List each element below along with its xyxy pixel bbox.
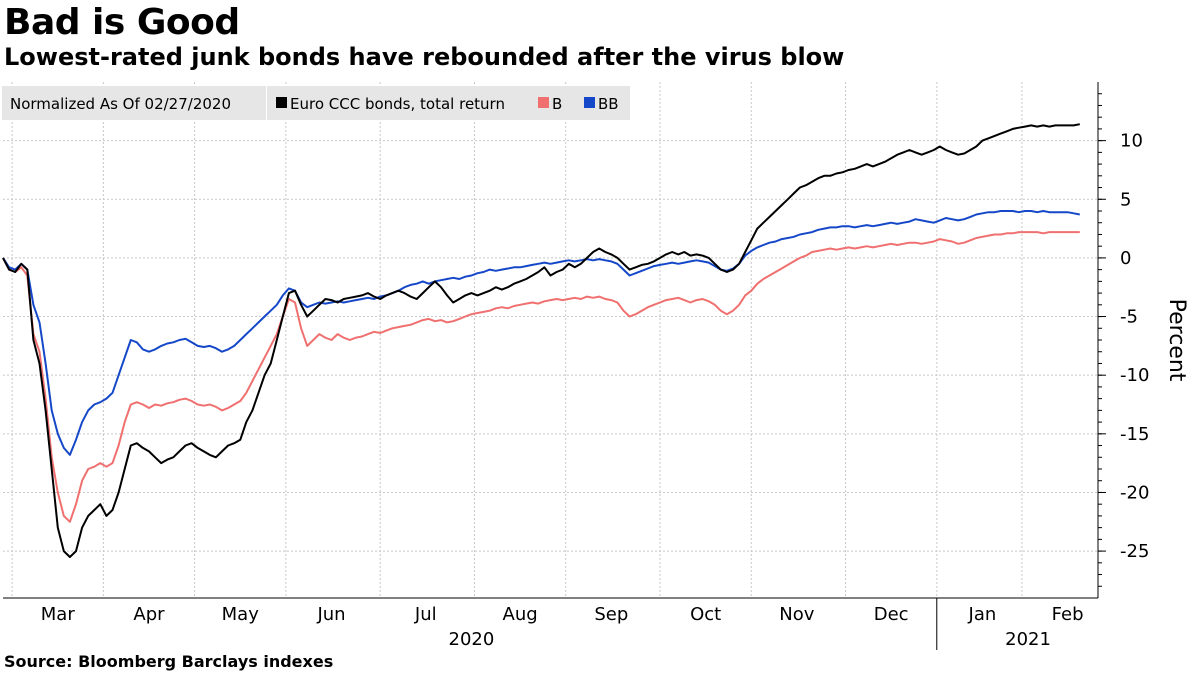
legend-label-b: B — [552, 95, 562, 113]
y-tick-label: 0 — [1120, 248, 1131, 269]
legend-normalized-label: Normalized As Of 02/27/2020 — [10, 95, 231, 113]
chart-title: Bad is Good — [4, 2, 240, 43]
y-tick-label: 10 — [1120, 131, 1143, 152]
legend: Normalized As Of 02/27/2020 Euro CCC bon… — [2, 86, 630, 120]
y-tick-label: -5 — [1120, 307, 1138, 328]
x-tick-label: May — [222, 604, 260, 625]
legend-swatch-bb — [584, 97, 595, 108]
legend-label-ccc: Euro CCC bonds, total return — [290, 95, 505, 113]
x-tick-label: Aug — [503, 604, 538, 625]
x-tick-label: Jul — [414, 604, 437, 625]
legend-label-bb: BB — [598, 95, 619, 113]
x-tick-label: Apr — [133, 604, 165, 625]
y-tick-label: -10 — [1120, 365, 1149, 386]
series-line-ccc — [2, 123, 1080, 558]
x-tick-label: Dec — [874, 604, 909, 625]
chart-subtitle: Lowest-rated junk bonds have rebounded a… — [4, 43, 845, 71]
x-tick-label: Sep — [594, 604, 628, 625]
x-tick-label: Jan — [968, 604, 997, 625]
x-tick-label: Oct — [690, 604, 721, 625]
legend-background — [2, 86, 630, 120]
series-line-bb — [2, 210, 1080, 456]
legend-swatch-b — [538, 97, 549, 108]
legend-divider — [266, 86, 267, 120]
gridlines — [3, 82, 1098, 598]
legend-swatch-ccc — [276, 97, 287, 108]
axes: 10 5 0 -5 -10 -15 -20 -25 Mar Apr May Jun Jul Aug Sep O… — [3, 82, 1149, 650]
x-year-label: 2021 — [1005, 629, 1051, 650]
source-note: Source: Bloomberg Barclays indexes — [4, 652, 334, 671]
y-tick-label: -20 — [1120, 482, 1149, 503]
x-tick-label: Mar — [41, 604, 76, 625]
x-year-label: 2020 — [449, 629, 495, 650]
y-tick-label: -25 — [1120, 541, 1149, 562]
series-lines — [2, 123, 1080, 558]
x-tick-label: Jun — [316, 604, 345, 625]
series-line-b — [2, 231, 1080, 523]
y-axis-label: Percent — [1164, 299, 1189, 382]
y-tick-label: -15 — [1120, 424, 1149, 445]
x-tick-label: Feb — [1052, 604, 1084, 625]
x-tick-label: Nov — [779, 604, 814, 625]
y-tick-label: 5 — [1120, 189, 1131, 210]
